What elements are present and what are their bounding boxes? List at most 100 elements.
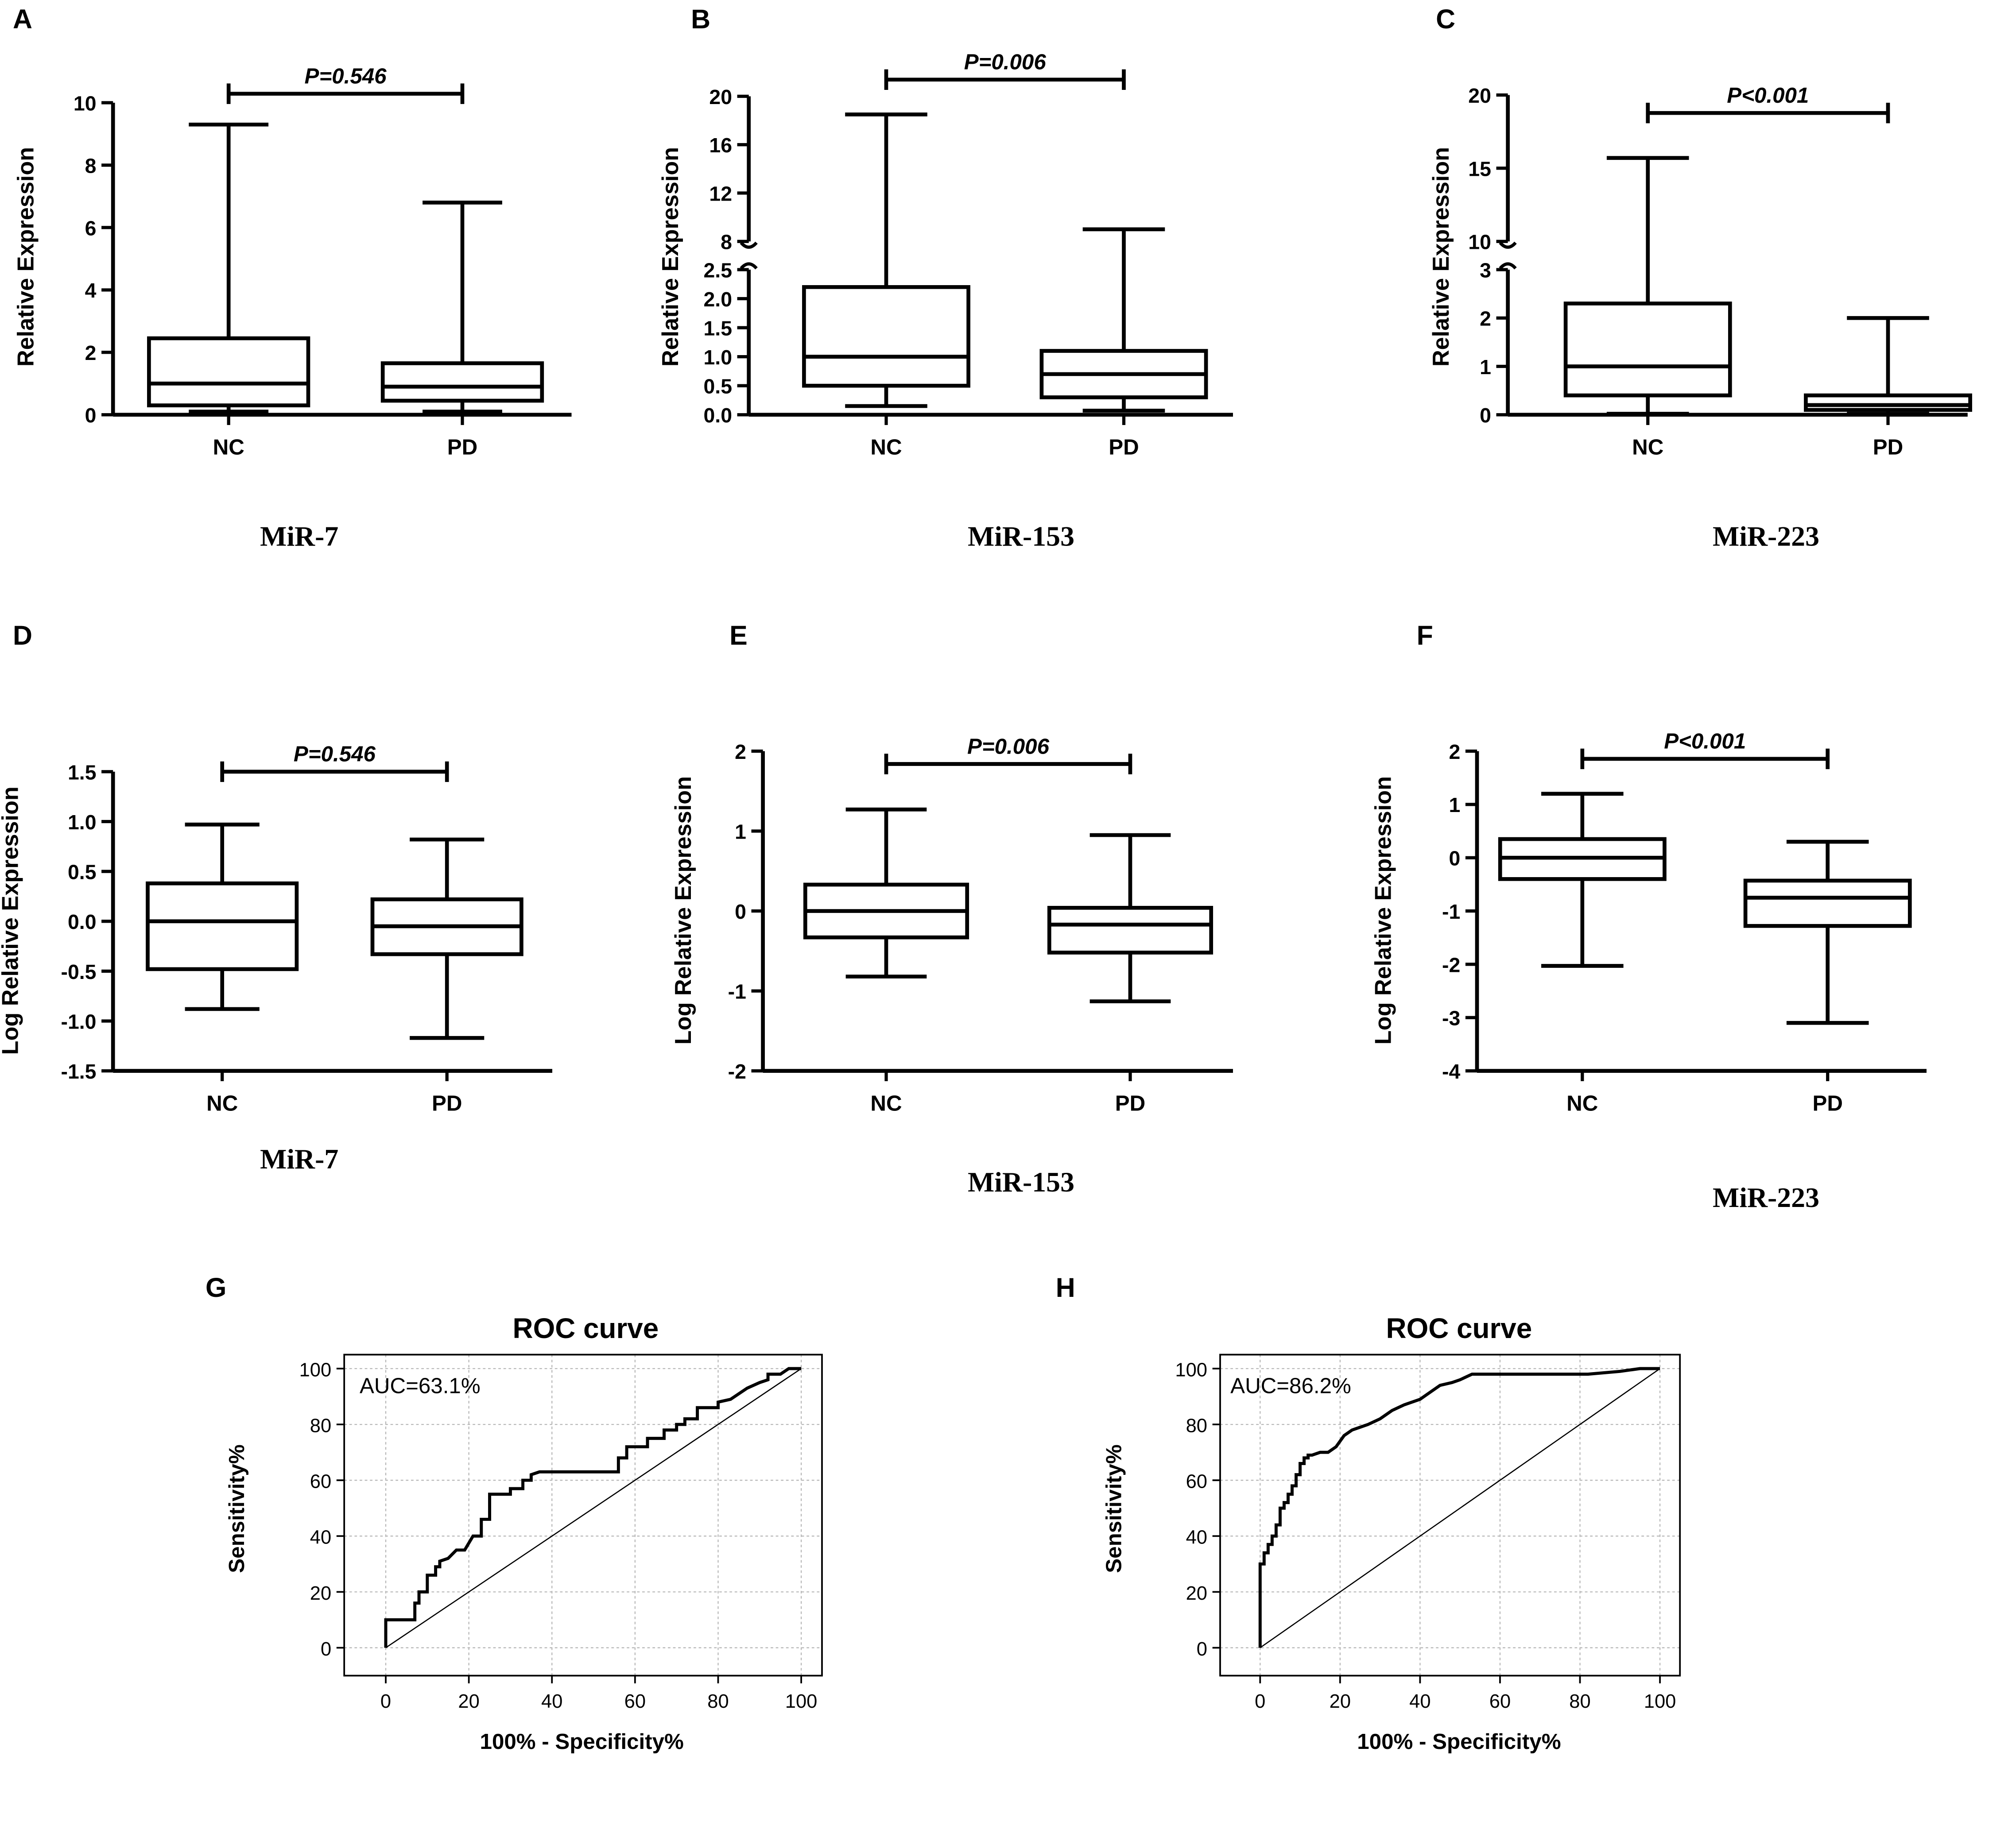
x-tick-label: 0 <box>380 1691 391 1712</box>
chart-title: ROC curve <box>1386 1312 1532 1344</box>
box-pd <box>380 201 544 414</box>
x-tick-label: PD <box>447 435 477 460</box>
x-tick-label: PD <box>1115 1091 1145 1115</box>
panel-caption: MiR-153 <box>968 520 1074 552</box>
panel-a: A 0 2 4 6 8 10 Relative Expression NC PD P=0.546 Mi… <box>13 4 572 552</box>
panel-letter-b: B <box>691 4 710 34</box>
panel-b: B 0.0 0.5 1.0 1.5 2.0 2.5 8 12 16 20 Relative Expre… <box>658 4 1233 552</box>
y-tick-label: 4 <box>85 279 97 302</box>
y-tick-label: -3 <box>1442 1007 1460 1030</box>
y-tick-label: 10 <box>1468 231 1491 254</box>
x-axis-label: 100% - Specificity% <box>1357 1729 1561 1754</box>
y-tick-label: 8 <box>721 231 732 254</box>
panel-caption: MiR-223 <box>1713 1182 1819 1213</box>
box-iqr <box>1743 878 1912 928</box>
box-iqr <box>1047 905 1213 955</box>
panel-letter-a: A <box>13 4 32 34</box>
panel-f: F -4 -3 -2 -1 0 1 2 Log Relative Expression NC PD P… <box>1371 620 1927 1213</box>
x-tick-label: 60 <box>624 1691 646 1712</box>
box-nc <box>1498 792 1667 968</box>
p-value-label: P<0.001 <box>1664 729 1746 754</box>
x-tick-label: 0 <box>1255 1691 1265 1712</box>
y-tick-label: 2.0 <box>704 288 733 311</box>
x-tick-label: 80 <box>707 1691 729 1712</box>
box-nc <box>803 807 969 979</box>
y-tick-label: 0 <box>85 404 97 427</box>
panel-e: E -2 -1 0 1 2 Log Relative Expression NC PD P=0.0… <box>671 620 1233 1198</box>
y-tick-label: -4 <box>1442 1060 1460 1083</box>
y-tick-label: 1.5 <box>704 317 733 340</box>
box-iqr <box>380 361 544 403</box>
y-tick-label: 1.0 <box>68 811 96 834</box>
y-tick-label: 2 <box>1449 740 1460 763</box>
significance-bracket: P=0.006 <box>884 50 1126 90</box>
y-tick-label: 1 <box>1480 356 1491 379</box>
y-tick-label: 2 <box>735 740 746 763</box>
axis-break-mark <box>740 241 758 249</box>
auc-annotation: AUC=63.1% <box>360 1374 481 1398</box>
panel-letter-c: C <box>1436 4 1455 34</box>
y-tick-label: 0 <box>1197 1639 1207 1660</box>
y-tick-label: -1 <box>728 980 746 1003</box>
roc-curve-line <box>384 1367 802 1648</box>
panel-letter-e: E <box>729 620 748 650</box>
y-axis-label: Relative Expression <box>1428 147 1454 367</box>
y-tick-label: 6 <box>85 217 97 240</box>
y-tick-label: 20 <box>1186 1583 1207 1604</box>
y-tick-label: 60 <box>310 1471 331 1493</box>
box-pd <box>1804 316 1972 416</box>
y-tick-label: 16 <box>709 134 732 157</box>
y-tick-label: 0.0 <box>68 910 96 933</box>
x-tick-label: 80 <box>1569 1691 1590 1712</box>
y-tick-label: 20 <box>310 1583 331 1604</box>
y-tick-label: 1 <box>735 820 746 843</box>
y-tick-label: 10 <box>74 92 97 115</box>
box-nc <box>146 822 299 1011</box>
box-iqr <box>1563 302 1732 398</box>
y-axis-label: Log Relative Expression <box>0 786 23 1055</box>
y-tick-label: 1.0 <box>704 346 733 369</box>
panel-c: C 0 1 2 3 10 15 20 Relative Expression NC PD P<0.00… <box>1428 4 1972 552</box>
y-tick-label: 0 <box>321 1639 331 1660</box>
p-value-label: P=0.546 <box>294 742 376 766</box>
y-tick-label: 100 <box>1175 1359 1207 1381</box>
y-tick-label: 0 <box>1449 847 1460 870</box>
box-pd <box>1743 839 1912 1025</box>
significance-bracket: P=0.546 <box>226 64 465 104</box>
p-value-label: P=0.546 <box>305 64 387 89</box>
box-nc <box>1563 156 1732 416</box>
y-axis-label: Log Relative Expression <box>1371 776 1396 1044</box>
x-tick-label: 20 <box>458 1691 479 1712</box>
significance-bracket: P=0.006 <box>884 734 1132 774</box>
y-tick-label: 20 <box>709 85 732 108</box>
x-axis-label: 100% - Specificity% <box>480 1729 684 1754</box>
x-tick-label: 40 <box>541 1691 562 1712</box>
panel-caption: MiR-223 <box>1713 520 1819 552</box>
y-tick-label: 3 <box>1480 259 1491 282</box>
x-tick-label: PD <box>1873 435 1903 460</box>
axis-break-mark <box>1499 262 1517 270</box>
box-pd <box>370 837 523 1040</box>
p-value-label: P=0.006 <box>967 734 1050 758</box>
plot-frame <box>343 1354 823 1677</box>
y-axis-label: Sensitivity% <box>225 1444 249 1573</box>
panel-caption: MiR-153 <box>499 1839 606 1845</box>
significance-bracket: P=0.546 <box>220 742 449 782</box>
auc-annotation: AUC=86.2% <box>1230 1374 1351 1398</box>
y-tick-label: 2.5 <box>704 259 733 282</box>
y-tick-label: 8 <box>85 154 97 177</box>
y-tick-label: -1.0 <box>61 1010 97 1033</box>
x-tick-label: 60 <box>1489 1691 1511 1712</box>
x-tick-label: NC <box>870 435 902 460</box>
y-tick-label: 1.5 <box>68 761 96 784</box>
x-tick-label: NC <box>1566 1091 1598 1115</box>
y-tick-label: 100 <box>299 1359 332 1381</box>
plot-frame <box>1219 1354 1681 1677</box>
y-axis-label: Sensitivity% <box>1102 1444 1126 1573</box>
x-tick-label: NC <box>870 1091 902 1115</box>
y-tick-label: 40 <box>1186 1527 1207 1548</box>
y-axis-label: Log Relative Expression <box>671 776 696 1044</box>
axis-break-mark <box>1499 241 1517 249</box>
significance-bracket: P<0.001 <box>1646 83 1890 124</box>
y-axis-label: Relative Expression <box>658 147 683 367</box>
